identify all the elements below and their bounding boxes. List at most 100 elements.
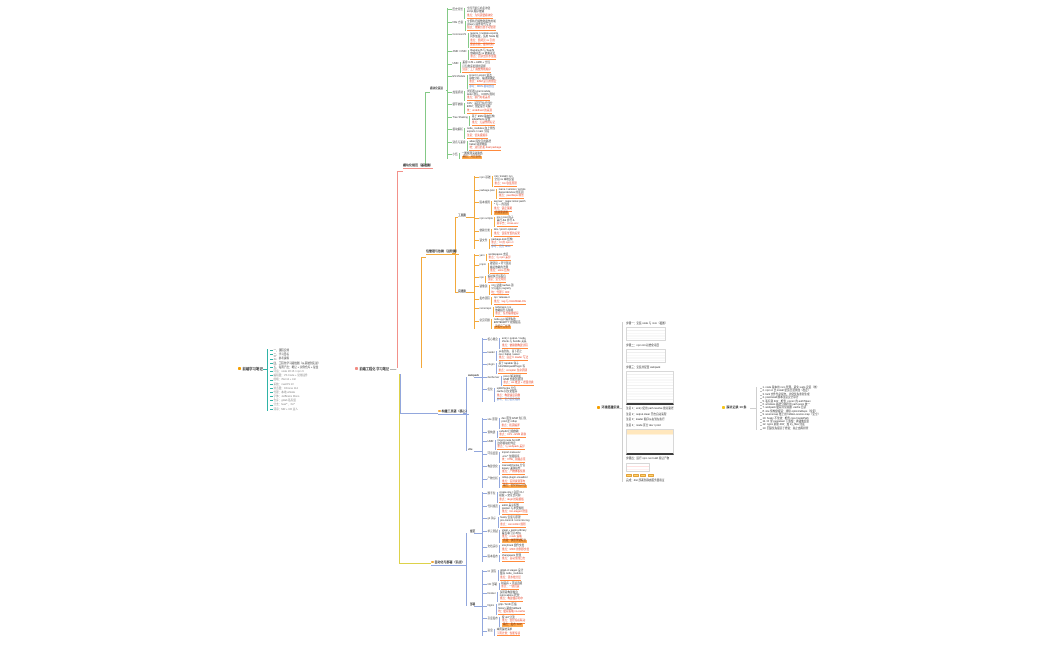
step-caption[interactable]: 注意 2：output.clean 开启自动清理 (626, 412, 667, 416)
leaf-text[interactable]: 重点：依赖图构建过程 (501, 343, 528, 349)
leaf-text[interactable]: 重点：CI 用 npm ci (491, 240, 514, 246)
leaf-text[interactable]: 多阶段构建瘦身 (499, 590, 518, 594)
leaf-text[interactable]: 本周踩坑清单 (496, 628, 513, 632)
group-topic[interactable]: 文档演示 (487, 545, 498, 549)
leaf-text[interactable]: dependencies 的区别 (498, 190, 524, 194)
leaf-text[interactable]: 高频面试题 (493, 210, 509, 215)
leaf-text[interactable]: 重点：tag 与 CHANGELOG (493, 299, 526, 305)
outline-item[interactable]: 浏览器：Chrome 114 (270, 387, 320, 390)
leaf-text[interactable]: css / babel / asset (498, 352, 520, 356)
leaf-text[interactable]: 重点：CJS→ESM 转换 (499, 432, 527, 438)
leaf-text[interactable]: storybook 组件文档 (501, 544, 525, 548)
leaf-text[interactable]: 重点：一键回滚 (501, 584, 520, 590)
leaf-text[interactable]: 重点：自动生成日志 (501, 556, 526, 562)
outline-item[interactable]: 字体：JetBrains Mono (270, 395, 320, 398)
leaf-text[interactable]: prettier 与冲突规则 (501, 506, 524, 510)
leaf-text[interactable]: pre / post 钩子 (496, 215, 514, 219)
leaf-text[interactable]: splitChunks 分包 (496, 387, 517, 390)
summary-item[interactable]: 9. sourcemap 线上用 hidden-source-map（安全） (760, 413, 821, 417)
leaf-text[interactable]: 依赖提升与隔离 (495, 308, 514, 312)
outline-item[interactable]: 一、课程安排 (270, 349, 320, 352)
branch-label-4[interactable]: 自动化与部署（实战） (431, 560, 465, 566)
leaf-text[interactable]: jQuery 插件时代写法 (467, 22, 492, 26)
group-topic[interactable]: loader (487, 350, 495, 354)
leaf-text[interactable]: 重点：ESM 是引用绑定 (469, 80, 497, 86)
leaf-text[interactable]: HtmlWebpackPlugin 等 (498, 365, 526, 369)
leaf-text[interactable]: node-gyp 编译失败 (493, 318, 516, 322)
group-topic[interactable]: 加载机制 (452, 90, 463, 94)
leaf-text[interactable]: 坑：VITE_ 前缀必须 (501, 457, 526, 463)
leaf-text[interactable]: 重点：bin 软链原理 (494, 181, 517, 187)
leaf-text[interactable]: 重点：与 webpack 差异 (497, 445, 525, 451)
summary-item[interactable]: 4. postinstall 脚本注意安全审计 (760, 396, 821, 400)
leaf-text[interactable]: rollup-plugin-visualizer (501, 476, 528, 480)
step-caption[interactable]: 步骤三：安装并配置 webpack (626, 365, 661, 369)
leaf-text[interactable]: 打包类库的通用选择 (462, 64, 486, 68)
leaf-text[interactable]: workspaces 支持 (488, 253, 509, 256)
group-topic[interactable]: ES Module (452, 74, 466, 78)
leaf-text[interactable]: prod 走 rollup (501, 420, 518, 424)
step-caption[interactable]: 步骤二：npm init 初始化项目 (626, 343, 660, 347)
leaf-text[interactable]: 立即执行函数隔离作用域 (467, 19, 496, 23)
group-topic[interactable]: monorepo (479, 306, 492, 310)
group-topic[interactable]: Docker (487, 591, 496, 595)
leaf-text[interactable]: ESM：绑定提升可解 (466, 105, 491, 109)
group-topic[interactable]: 发布流程 (479, 297, 490, 301)
leaf-text[interactable]: require / module.exports (470, 32, 499, 35)
leaf-text[interactable]: 重点：compiler 生命周期 (498, 368, 528, 374)
hub-node-3[interactable]: webpack (468, 374, 479, 377)
leaf-text[interactable]: 坑：undefined 的来源 (466, 108, 492, 114)
outline-item[interactable]: 编辑器：VS Code + 常用插件 (270, 374, 320, 377)
leaf-text[interactable]: 从右到左、自下而上 (498, 349, 523, 353)
hub-node-2[interactable]: 实践篇 (458, 290, 466, 293)
leaf-text[interactable]: 重点：首屏资源瀑布 (501, 479, 526, 485)
group-topic[interactable]: IIFE 方案 (452, 20, 464, 24)
outline-item[interactable]: 代理：本地 whistle (270, 391, 320, 394)
leaf-text[interactable]: package-lock 结构 (491, 237, 513, 241)
group-topic[interactable]: 常见问题 (479, 319, 490, 323)
leaf-text[interactable]: ^ 与 ~ 的范围 (493, 203, 510, 207)
summary-item[interactable]: 1. node 版本用 nvm 管理，避免 sudo 安装（坑） (760, 386, 821, 390)
leaf-text[interactable]: 输出：发布 SOP (501, 623, 524, 628)
leaf-text[interactable]: esbuild 扫描依赖 (499, 429, 519, 433)
group-topic[interactable]: git 钩子 (487, 517, 497, 520)
leaf-text[interactable]: name / version / scripts (498, 187, 526, 191)
leaf-text[interactable]: 重点：锁定策略 (493, 206, 513, 212)
outline-item[interactable]: 五、每周产出：笔记 + 示例仓库 + 复盘 (270, 366, 320, 369)
leaf-text[interactable]: 坑：双包危机 dual package (469, 146, 502, 152)
group-topic[interactable]: pnpm (479, 263, 487, 267)
outline-item[interactable]: 环境：node 18.16 / npm 9 (270, 370, 320, 373)
leaf-text[interactable]: turborepo / nx (495, 305, 512, 309)
leaf-text[interactable]: import.meta.env (501, 451, 521, 455)
leaf-text[interactable]: 下周计划：性能专项 (496, 631, 521, 637)
group-topic[interactable]: 复盘 (487, 629, 493, 633)
cluster-head-node[interactable]: 模块化演进 (430, 87, 443, 90)
leaf-text[interactable]: 同步加载，适用 Node 端 (470, 35, 499, 39)
leaf-text[interactable]: 重点：无副作用标记 (471, 121, 496, 127)
group-topic[interactable]: plugin (487, 363, 495, 366)
leaf-text[interactable]: chunk 与 bundle 关系 (501, 340, 527, 344)
leaf-text[interactable]: dev / prod / optional (493, 228, 517, 232)
group-topic[interactable]: 版本规则 (479, 201, 490, 204)
summary-item[interactable]: 13. 回滚优先级高于修复：先止血再排查 (760, 427, 821, 431)
leaf-text[interactable]: 重点：产物体积预算 (501, 470, 526, 476)
summary-item[interactable]: 5. 私有源 401：检查 .npmrc 的 authToken (760, 400, 821, 404)
leaf-text[interactable]: 重点：commitlint 规则 (500, 522, 526, 528)
leaf-text[interactable]: history 路由 fallback (498, 606, 522, 610)
leaf-text[interactable]: exports / main 字段 (466, 130, 490, 134)
steps-topic[interactable]: 环境搭建实录 (597, 405, 620, 409)
leaf-text[interactable]: 跨平台：cross-env (496, 222, 519, 228)
leaf-text[interactable]: 模板 + 交互式问询 (499, 494, 521, 498)
leaf-text[interactable]: 重点：store 结构 (490, 268, 510, 274)
root-topic-outline[interactable]: 前端学习笔记 (238, 366, 263, 371)
group-topic[interactable]: npx (479, 275, 484, 279)
leaf-text[interactable]: 参考：MDN 模块文档 (469, 84, 494, 88)
leaf-text[interactable]: 串行 && 并行 & (496, 219, 515, 223)
leaf-text[interactable]: 静态分析、编译期确定 (469, 77, 496, 81)
leaf-text[interactable]: RequireJS 与 SeaJS (470, 48, 495, 52)
group-topic[interactable]: CommonJS (452, 33, 467, 36)
leaf-text[interactable]: 高频：快照测试取舍 (501, 539, 528, 544)
group-topic[interactable]: devServer (487, 375, 500, 379)
outline-item[interactable]: 二、学习目标 (270, 353, 320, 356)
leaf-text[interactable]: 参考：官方优化指南 (496, 397, 521, 401)
